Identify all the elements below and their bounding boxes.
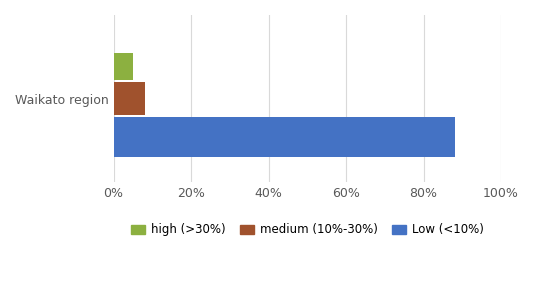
Bar	[114, 53, 133, 80]
Legend: high (>30%), medium (10%-30%), Low (<10%): high (>30%), medium (10%-30%), Low (<10%…	[126, 218, 489, 241]
Bar	[114, 117, 454, 157]
Bar	[114, 82, 145, 116]
